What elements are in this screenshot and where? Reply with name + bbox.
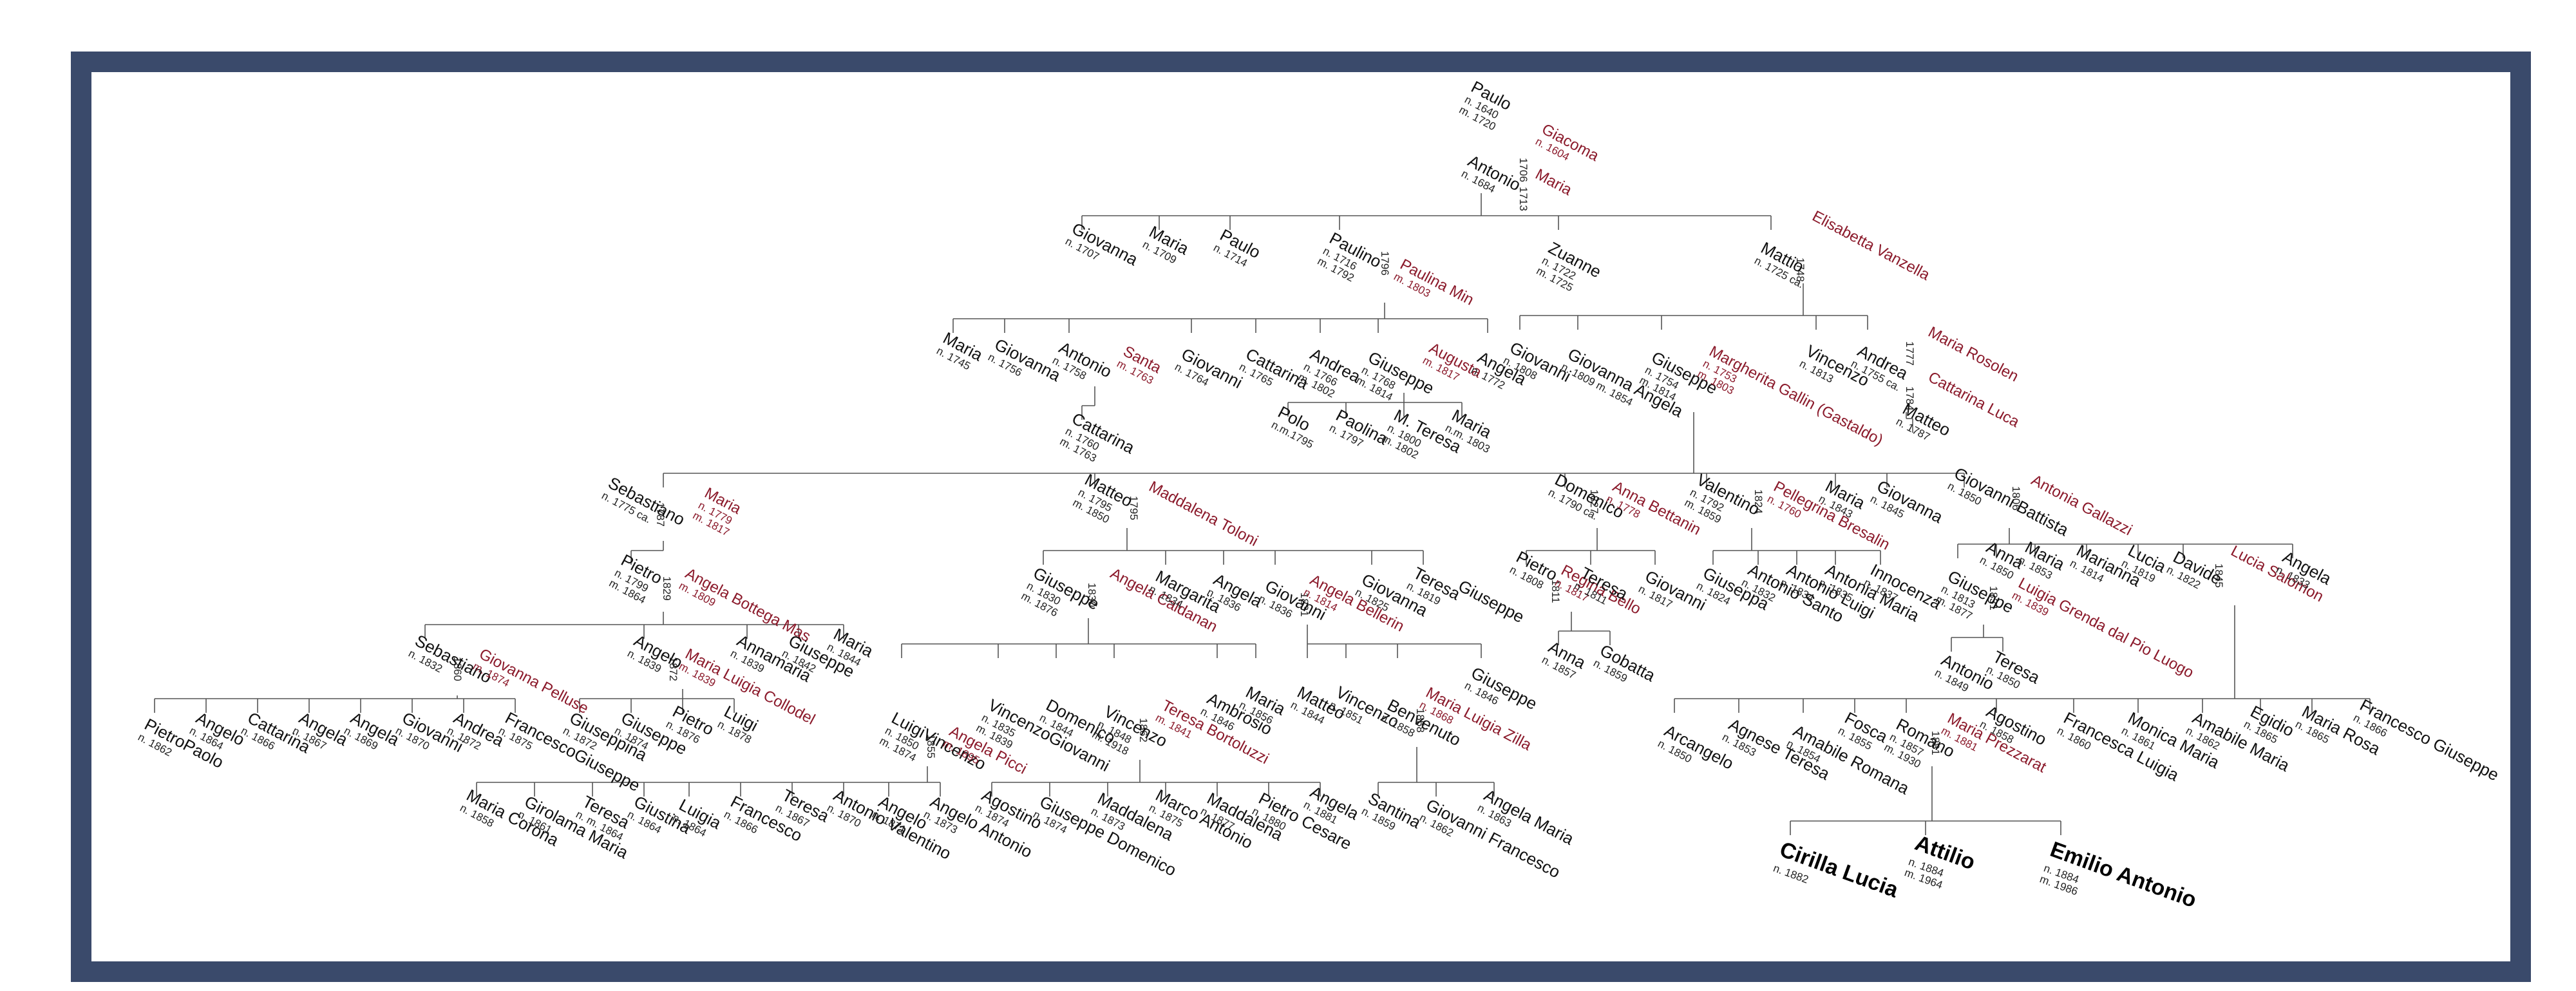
marriage-year: 1855	[925, 734, 937, 759]
union-connector	[952, 303, 1488, 333]
marriage-years: 1706 1713 1796 1748 1777 1784 1827 1824 1806 1787…	[451, 158, 2225, 759]
marriage-year: 1806	[2010, 486, 2022, 511]
marriage-year: 1872	[667, 657, 679, 681]
union-connector	[1790, 766, 2061, 835]
spouse-label: Marian. 1779m. 1817	[691, 484, 744, 538]
union-connector	[663, 412, 1965, 487]
marriage-year: 1811	[1549, 580, 1562, 603]
union-connector	[901, 618, 1256, 658]
marriage-year: 1831	[1298, 592, 1311, 617]
person-label: Giuseppe	[1455, 576, 1528, 627]
marriage-year: 1787	[654, 502, 667, 527]
person-name: Giuseppe	[1455, 576, 1528, 627]
union-connector	[1674, 605, 2371, 713]
marriage-year: 1827	[1588, 489, 1600, 514]
marriage-year: 1881	[1929, 731, 1942, 755]
union-connector	[1307, 625, 1482, 658]
marriage-year: 1795	[1128, 496, 1140, 520]
marriage-year: 1830	[1086, 583, 1098, 607]
marriage-year: 1831	[1987, 586, 2000, 610]
person-label: Marian. 1745	[934, 328, 986, 372]
union-connector	[476, 766, 941, 797]
marriage-year: 1845	[2213, 563, 2225, 588]
marriage-year: 1862	[1137, 718, 1150, 742]
union-connector	[1906, 412, 1913, 433]
connector-lines	[154, 193, 2371, 835]
union-connector	[1712, 528, 1881, 565]
union-connector	[1081, 386, 1095, 420]
union-connector	[991, 760, 1321, 797]
union-connector	[1519, 283, 1868, 330]
union-connector	[630, 541, 664, 565]
union-connector	[1081, 193, 1772, 230]
union-connector	[1957, 528, 2293, 558]
union-connector	[579, 689, 735, 713]
marriage-year: 1777	[1904, 341, 1916, 366]
union-connector	[1287, 393, 1463, 417]
spouse-label: Elisabetta Vanzella	[1810, 207, 1933, 284]
marriage-year: 1796	[1379, 251, 1391, 276]
person-label: Marian. 1709	[1141, 222, 1192, 266]
marriage-year: 1713	[1517, 187, 1530, 211]
marriage-year: 1706	[1517, 158, 1530, 182]
union-connector	[1558, 612, 1611, 645]
person-name: Luigia Grenda dal Pio Luogo	[2016, 574, 2197, 682]
marriage-year: 1858	[1414, 708, 1426, 733]
union-connector	[1526, 528, 1656, 565]
person-name: Elisabetta Vanzella	[1810, 207, 1933, 284]
union-connector	[1951, 625, 2003, 652]
spouse-label: Maria	[1533, 165, 1575, 199]
person-name: Maria	[1533, 165, 1575, 199]
spouse-label: Maddalena Toloni	[1146, 478, 1261, 550]
marriage-year: 1829	[661, 576, 673, 601]
marriage-year: 1860	[451, 657, 464, 681]
marriage-year: 1824	[1752, 489, 1765, 514]
union-connector	[424, 612, 844, 639]
marriage-year: 1784	[1904, 386, 1916, 411]
union-connector	[154, 695, 516, 713]
person-name: Maddalena Toloni	[1146, 478, 1261, 550]
union-connector	[1043, 528, 1424, 565]
marriage-year: 1748	[1794, 258, 1806, 282]
union-connector	[1378, 747, 1495, 797]
tree-frame	[71, 52, 2531, 982]
